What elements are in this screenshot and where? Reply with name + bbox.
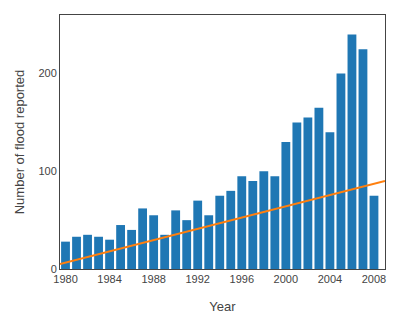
svg-text:0: 0	[51, 263, 57, 275]
svg-text:100: 100	[38, 165, 56, 177]
svg-text:Number of flood reported: Number of flood reported	[12, 70, 27, 215]
svg-text:2008: 2008	[362, 273, 386, 285]
svg-text:1980: 1980	[53, 273, 77, 285]
svg-text:200: 200	[38, 67, 56, 79]
svg-text:2000: 2000	[274, 273, 298, 285]
svg-text:1988: 1988	[141, 273, 165, 285]
svg-text:2004: 2004	[318, 273, 342, 285]
svg-text:1992: 1992	[185, 273, 209, 285]
svg-text:Year: Year	[209, 299, 236, 314]
svg-text:1996: 1996	[230, 273, 254, 285]
svg-text:1984: 1984	[97, 273, 121, 285]
